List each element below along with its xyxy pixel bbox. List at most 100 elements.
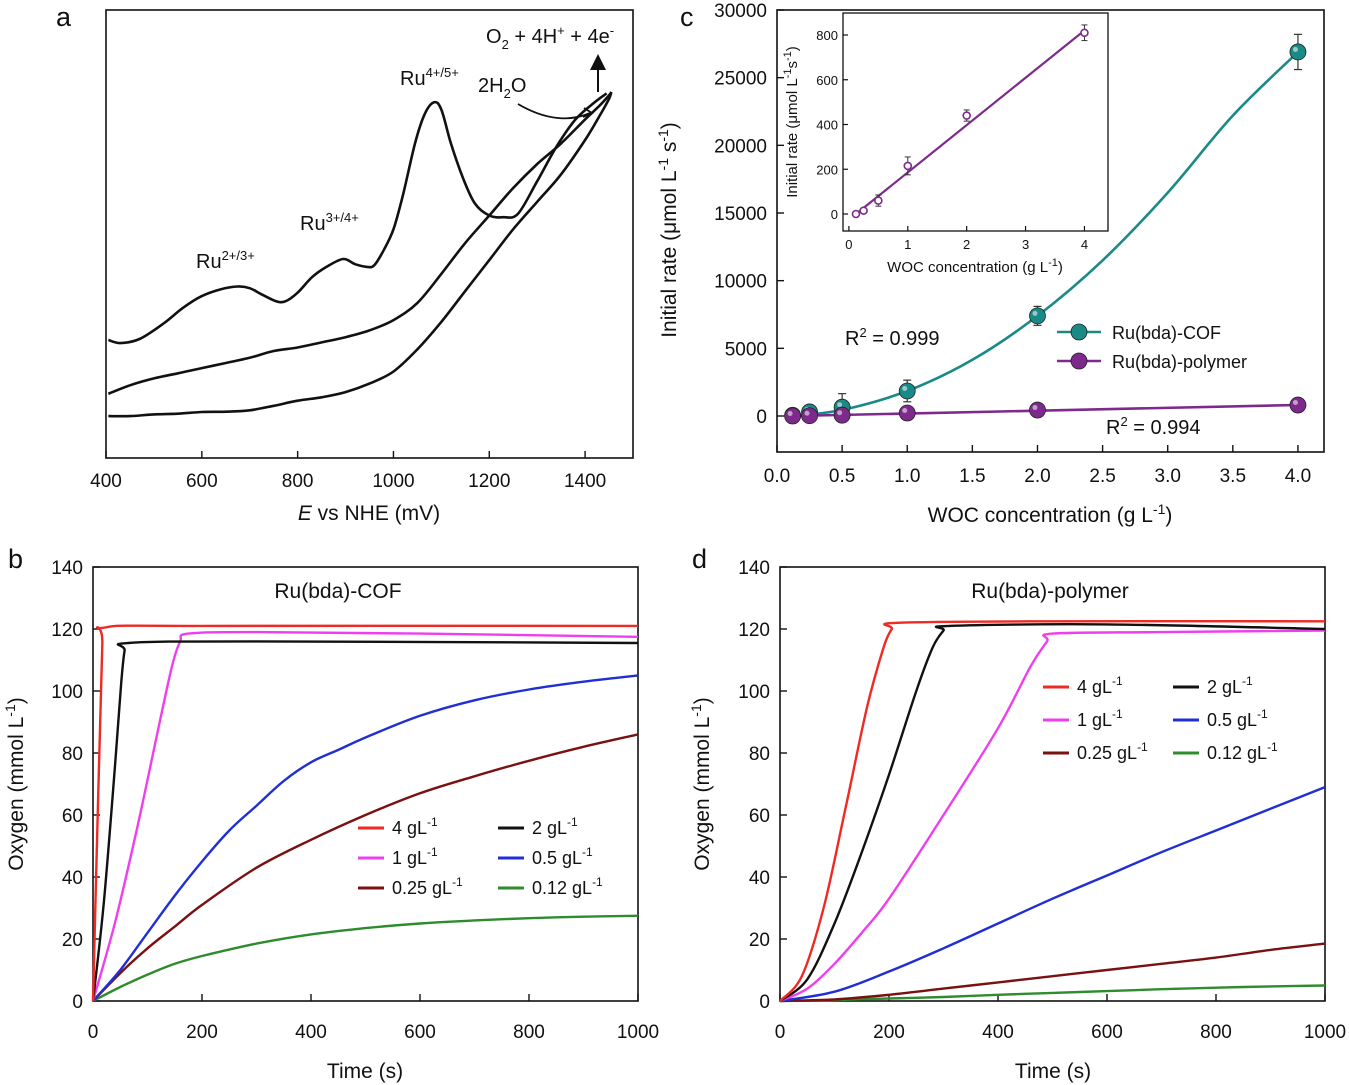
- inset-axis-ticks: 0 1 2 3 4 0 200 400 600 800: [816, 28, 1088, 252]
- d-legend-label: 0.5 gL-1: [1207, 707, 1268, 730]
- c-y-tick-label: 30000: [714, 1, 767, 22]
- inset-y-tick-label: 800: [816, 28, 838, 43]
- panel-b-oxygen-cof-chart: b 0 200 400 600 800 1000 0 20 40 60 80 100 120 140 Ru…: [2, 544, 659, 1083]
- inset-x-tick-label: 3: [1022, 237, 1029, 252]
- ru-3-4-label: Ru3+/4+: [300, 210, 359, 235]
- b-legend-label-sup: -1: [427, 815, 438, 829]
- cv-trace-2: [107, 91, 613, 396]
- water-arrow-head: [582, 107, 594, 118]
- inset-y-tick-label: 0: [831, 207, 838, 222]
- b-curve-0-25-gL: [92, 733, 639, 1002]
- panel-letter-d: d: [692, 544, 707, 574]
- d-legend-label: 0.12 gL-1: [1207, 740, 1278, 763]
- inset-x-tick-label: 1: [904, 237, 911, 252]
- cof-point-highlight: [837, 402, 843, 408]
- ru-2-3-label: Ru2+/3+: [196, 248, 255, 273]
- polymer-point-highlight: [837, 410, 843, 416]
- c-y-tick-label: 25000: [714, 69, 767, 90]
- b-curve-0-12-gL: [92, 914, 639, 1003]
- c-x-tick-label: 1.5: [959, 466, 985, 487]
- b-legend-label-text: 1 gL: [392, 848, 427, 868]
- x-tick-label-a: 1000: [372, 471, 414, 492]
- b-x-tick-label: 600: [404, 1022, 436, 1043]
- b-legend-label-text: 0.5 gL: [532, 848, 582, 868]
- c-y-tick-label: 5000: [725, 339, 767, 360]
- d-y-tick-label: 80: [749, 744, 770, 765]
- inset-y-tick-label: 400: [816, 118, 838, 133]
- panel-c-initial-rate-chart: c 0.0 0.5 1.0 1.5 2.0 2.5 3.0 3.5 4.0 0 5000 10000 1…: [655, 1, 1325, 527]
- cof-data-point: [1289, 43, 1307, 61]
- d-legend-label: 4 gL-1: [1077, 674, 1123, 697]
- d-curve-0-25-gL: [779, 942, 1326, 1003]
- polymer-data-point: [898, 404, 916, 422]
- d-x-tick-label: 200: [873, 1022, 905, 1043]
- water-oxidation-arrow: [517, 103, 591, 120]
- inset-fit-line: [855, 29, 1086, 215]
- c-y-tick-label: 20000: [714, 136, 767, 157]
- b-y-tick-label: 140: [51, 558, 83, 579]
- chart-title-b: Ru(bda)-COF: [274, 580, 401, 603]
- b-y-tick-label: 40: [62, 868, 83, 889]
- cv-traces: [107, 91, 613, 418]
- cof-point-highlight: [902, 385, 908, 391]
- d-legend-label-text: 0.25 gL: [1077, 743, 1137, 763]
- plot-frame-d: [779, 566, 1326, 1002]
- d-y-tick-label: 60: [749, 806, 770, 827]
- c-legend-marker: [1070, 352, 1088, 370]
- polymer-point-highlight: [787, 411, 793, 416]
- axis-ticks-b: 0 200 400 600 800 1000 0 20 40 60 80 100 120 140: [51, 558, 659, 1043]
- b-x-tick-label: 800: [513, 1022, 545, 1043]
- r2-polymer-label: R2 = 0.994: [1106, 414, 1201, 439]
- b-legend-label-sup: -1: [567, 815, 578, 829]
- x-tick-label-a: 600: [186, 471, 218, 492]
- oxygen-product-label: O2 + 4H+ + 4e-: [486, 23, 614, 52]
- polymer-data-point: [833, 406, 851, 424]
- panel-letter-a: a: [56, 2, 72, 32]
- c-x-tick-label: 0.5: [829, 466, 855, 487]
- b-curve-0-5-gL: [92, 674, 639, 1002]
- d-legend-label-sup: -1: [1242, 674, 1253, 688]
- x-tick-label-a: 400: [90, 471, 122, 492]
- inset-y-tick-label: 600: [816, 73, 838, 88]
- inset-data-point: [962, 111, 971, 120]
- b-x-tick-label: 1000: [617, 1022, 659, 1043]
- d-x-tick-label: 800: [1200, 1022, 1232, 1043]
- b-x-tick-label: 400: [295, 1022, 327, 1043]
- d-x-tick-label: 400: [982, 1022, 1014, 1043]
- x-axis-title-d: Time (s): [1015, 1060, 1091, 1083]
- b-y-tick-label: 60: [62, 806, 83, 827]
- d-y-tick-label: 100: [738, 682, 770, 703]
- cv-trace-3: [108, 91, 613, 418]
- cof-point-highlight: [1032, 310, 1038, 316]
- d-legend-label: 0.25 gL-1: [1077, 740, 1148, 763]
- c-x-tick-label: 0.0: [764, 466, 790, 487]
- c-legend-label: Ru(bda)-COF: [1112, 323, 1221, 343]
- d-legend-label-text: 2 gL: [1207, 677, 1242, 697]
- y-axis-title-c: Initial rate (μmol L-1 s-1): [655, 122, 681, 338]
- b-y-tick-label: 0: [72, 992, 83, 1013]
- inset-frame: [842, 12, 1109, 232]
- plot-frame-c: [776, 9, 1325, 453]
- panel-a-cv-chart: a 400 600 800 1000 1200 1400 Ru2+/3+ Ru3+/4+ …: [56, 2, 634, 525]
- b-legend-label-text: 0.25 gL: [392, 878, 452, 898]
- d-legend-label-sup: -1: [1257, 707, 1268, 721]
- c-legend-marker: [1070, 323, 1088, 341]
- c-x-tick-label: 3.5: [1220, 466, 1246, 487]
- b-legend-label-text: 0.12 gL: [532, 878, 592, 898]
- plot-frame-b: [92, 566, 639, 1002]
- b-curve-1-gL: [91, 630, 639, 1002]
- rate-series-c: [784, 33, 1307, 425]
- d-y-tick-label: 120: [738, 620, 770, 641]
- legend-b: 4 gL-1 2 gL-11 gL-1 0.5 gL-10.25 gL-1 0.12 …: [358, 815, 603, 898]
- cof-fit-curve: [792, 51, 1299, 418]
- panel-letter-c: c: [680, 2, 694, 32]
- b-legend-label: 4 gL-1: [392, 815, 438, 838]
- x-axis-title-b: Time (s): [327, 1060, 403, 1083]
- d-curve-0-5-gL: [779, 785, 1326, 1003]
- polymer-data-point: [1029, 401, 1046, 419]
- d-legend-label: 1 gL-1: [1077, 707, 1123, 730]
- polymer-point-highlight: [1032, 405, 1038, 411]
- b-x-tick-label: 0: [88, 1022, 99, 1043]
- b-x-tick-label: 200: [186, 1022, 218, 1043]
- c-y-tick-label: 10000: [714, 272, 767, 293]
